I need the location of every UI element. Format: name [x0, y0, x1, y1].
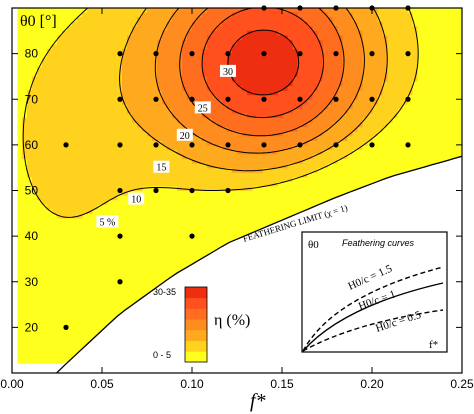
inset-curve: [302, 282, 444, 352]
x-tick-label: 0.10: [180, 377, 204, 391]
y-tick-label: 20: [25, 320, 39, 334]
y-tick-label: 80: [25, 47, 39, 61]
sample-point: [261, 142, 267, 148]
sample-point: [153, 51, 159, 57]
y-tick-label: 60: [25, 138, 39, 152]
contour-label: 20: [176, 128, 193, 142]
svg-text:25: 25: [198, 103, 208, 114]
svg-text:15: 15: [156, 163, 166, 174]
contour-label: 10: [128, 192, 145, 206]
feathering-limit-curve: [55, 155, 462, 373]
contour-30: [227, 29, 300, 96]
colorbar-label: η (%): [214, 312, 250, 329]
y-tick-label: 30: [25, 275, 39, 289]
colorbar: [184, 286, 208, 363]
sample-point: [225, 51, 231, 57]
sample-point: [189, 51, 195, 57]
x-axis-label: f*: [250, 390, 266, 412]
sample-point: [63, 324, 69, 330]
sample-point: [189, 96, 195, 102]
svg-text:10: 10: [131, 195, 141, 206]
sample-point: [333, 142, 339, 148]
sample-point: [297, 51, 303, 57]
sample-point: [117, 51, 123, 57]
inset-curve: [302, 309, 444, 352]
sample-point: [225, 187, 231, 194]
inset-y-label: θ0: [308, 239, 319, 251]
x-tick-label: 0.00: [0, 377, 24, 391]
sample-point: [153, 187, 159, 194]
sample-points: [63, 5, 411, 330]
sample-point: [189, 187, 195, 194]
colorbar-swatch: [185, 351, 207, 363]
inset-title: Feathering curves: [342, 238, 415, 248]
y-tick-label: 70: [25, 92, 39, 106]
colorbar-swatch: [185, 308, 207, 320]
sample-point: [189, 142, 195, 148]
colorbar-swatch: [185, 340, 207, 352]
sample-point: [153, 142, 159, 148]
sample-point: [63, 142, 69, 148]
contour-label: 15: [153, 160, 170, 174]
svg-text:5 %: 5 %: [99, 217, 115, 228]
colorbar-tick-top: 30-35: [153, 287, 176, 297]
colorbar-swatch: [185, 297, 207, 309]
colorbar-frame: [184, 286, 208, 363]
x-tick-label: 0.20: [360, 377, 384, 391]
y-axis-label: θ0 [°]: [20, 13, 57, 30]
sample-point: [117, 142, 123, 148]
sample-point: [225, 96, 231, 102]
feathering-limit: [55, 155, 462, 373]
sample-point: [369, 142, 375, 148]
sample-point: [333, 51, 339, 57]
sample-point: [189, 233, 195, 239]
sample-point: [405, 51, 411, 57]
sample-point: [297, 96, 303, 102]
x-tick-label: 0.25: [450, 377, 474, 391]
sample-point: [117, 96, 123, 102]
colorbar-swatch: [185, 287, 207, 299]
axes: 0.00 0.05 0.10 0.15 0.20 0.25 20 30 40 50 60 70 80: [0, 8, 474, 391]
sample-point: [153, 96, 159, 102]
contour-label-group: 5 % 10 15 20 25 30: [96, 64, 236, 228]
sample-point: [261, 96, 267, 102]
sample-point: [261, 51, 267, 57]
sample-point: [225, 142, 231, 148]
contour-label: 5 %: [96, 215, 119, 228]
svg-text:20: 20: [180, 131, 190, 142]
contour-label: 25: [194, 101, 211, 114]
contour-25: [201, 8, 325, 119]
sample-point: [117, 187, 123, 194]
x-tick-label: 0.15: [270, 377, 294, 391]
sample-point: [405, 96, 411, 102]
sample-point: [297, 142, 303, 148]
colorbar-tick-bottom: 0 - 5: [153, 350, 171, 360]
y-tick-label: 50: [25, 184, 39, 198]
sample-point: [117, 233, 123, 239]
sample-point: [405, 142, 411, 148]
sample-point: [117, 279, 123, 285]
y-tick-label: 40: [25, 229, 39, 243]
contour-label: 30: [220, 64, 236, 78]
svg-text:30: 30: [223, 67, 233, 78]
contour-lines: [22, 8, 419, 218]
inset-x-label: f*: [429, 339, 438, 351]
sample-point: [369, 96, 375, 102]
contour-10: [119, 8, 388, 172]
x-tick-label: 0.05: [90, 377, 114, 391]
inset-frame: [301, 231, 448, 353]
contour-5: [22, 8, 419, 218]
band-30-35: [227, 30, 298, 96]
colorbar-swatch: [185, 319, 207, 331]
sample-point: [369, 51, 375, 57]
colorbar-swatch: [185, 329, 207, 341]
contour-bands: [17, 8, 462, 364]
sample-point: [333, 96, 339, 102]
